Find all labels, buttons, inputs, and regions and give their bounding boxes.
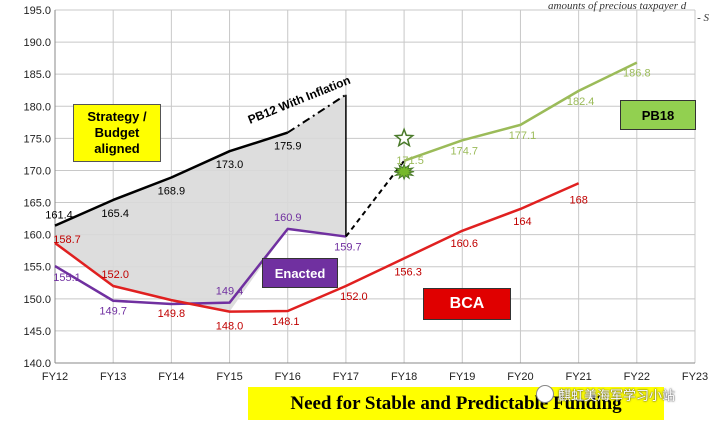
- data-label-bca: 148.1: [272, 316, 300, 328]
- data-label-enacted: 159.7: [334, 242, 362, 254]
- data-label-strategy: 165.4: [101, 208, 129, 220]
- data-label-bca: 160.6: [451, 238, 479, 250]
- x-tick-label: FY13: [100, 371, 126, 383]
- y-tick-label: 190.0: [23, 37, 51, 49]
- y-tick-label: 175.0: [23, 133, 51, 145]
- x-tick-label: FY20: [507, 371, 533, 383]
- y-tick-label: 150.0: [23, 294, 51, 306]
- watermark-text: 麒虹美海军学习小站: [558, 387, 676, 403]
- data-labels: 161.4 165.4 168.9 173.0 175.9 155.1 149.7 149.4…: [45, 68, 650, 333]
- series-line-bridge: [345, 160, 405, 238]
- y-tick-label: 160.0: [23, 230, 51, 242]
- data-label-bca: 152.0: [101, 269, 129, 281]
- top-right-quote: amounts of precious taxpayer d - S: [548, 0, 711, 28]
- x-tick-label: FY22: [624, 371, 650, 383]
- series-line-strategy: [54, 131, 289, 227]
- data-label-enacted: 149.7: [99, 306, 127, 318]
- data-label-bca: 164: [513, 216, 531, 228]
- x-tick-label: FY14: [158, 371, 184, 383]
- data-label-strategy: 175.9: [274, 141, 302, 153]
- data-label-pb18: 171.5: [396, 155, 424, 167]
- data-label-bca: 152.0: [340, 291, 368, 303]
- series-line-bca: [54, 182, 580, 313]
- shaded-gap-area: [55, 94, 346, 312]
- markers: [393, 127, 415, 181]
- data-label-enacted: 155.1: [53, 272, 81, 284]
- y-tick-label: 195.0: [23, 5, 51, 17]
- data-label-bca: 149.8: [158, 308, 186, 320]
- x-tick-label: FY17: [333, 371, 359, 383]
- x-tick-label: FY19: [449, 371, 475, 383]
- y-tick-label: 165.0: [23, 198, 51, 210]
- data-label-enacted: 160.9: [274, 212, 302, 224]
- x-tick-label: FY23: [682, 371, 708, 383]
- x-tick-label: FY12: [42, 371, 68, 383]
- data-label-strategy: 161.4: [45, 210, 73, 222]
- star-marker-icon: [393, 127, 415, 148]
- watermark-logo-icon: [536, 385, 554, 403]
- watermark: 麒虹美海军学习小站: [536, 384, 696, 404]
- y-tick-label: 180.0: [23, 101, 51, 113]
- data-label-pb18: 186.8: [623, 68, 651, 80]
- pb18-callout: PB18: [620, 100, 696, 130]
- data-label-bca: 158.7: [53, 234, 81, 246]
- y-tick-label: 185.0: [23, 69, 51, 81]
- strategy-budget-callout: Strategy / Budget aligned: [73, 104, 161, 162]
- bca-callout: BCA: [423, 288, 511, 320]
- data-label-pb18: 174.7: [451, 145, 479, 157]
- series-line-pb12-inflation: [287, 93, 347, 134]
- data-label-strategy: 173.0: [216, 159, 244, 171]
- shaded-gap-polygon: [55, 94, 346, 312]
- y-tick-label: 145.0: [23, 326, 51, 338]
- enacted-callout: Enacted: [262, 258, 338, 288]
- data-label-bca: 156.3: [394, 266, 422, 278]
- y-tick-label: 170.0: [23, 165, 51, 177]
- data-label-strategy: 168.9: [158, 186, 186, 198]
- data-label-pb18: 177.1: [509, 130, 537, 142]
- x-tick-label: FY21: [565, 371, 591, 383]
- data-label-bca: 168: [569, 194, 587, 206]
- burst-marker-icon: [393, 162, 415, 181]
- y-tick-label: 140.0: [23, 358, 51, 370]
- x-tick-label: FY15: [216, 371, 242, 383]
- series-line-enacted: [54, 227, 347, 306]
- data-label-enacted: 149.4: [216, 286, 244, 298]
- x-tick-label: FY16: [275, 371, 301, 383]
- series-line-pb18: [403, 61, 638, 163]
- data-label-bca: 148.0: [216, 321, 244, 333]
- top-quote-line-1: amounts of precious taxpayer d: [548, 0, 687, 12]
- data-label-pb18: 182.4: [567, 96, 595, 108]
- axes: 140.0 145.0 150.0 155.0 160.0 165.0 170.0 175.0…: [23, 5, 708, 383]
- series-lines: [54, 61, 638, 313]
- y-tick-label: 155.0: [23, 262, 51, 274]
- top-quote-line-2: - S: [697, 12, 709, 24]
- x-tick-label: FY18: [391, 371, 417, 383]
